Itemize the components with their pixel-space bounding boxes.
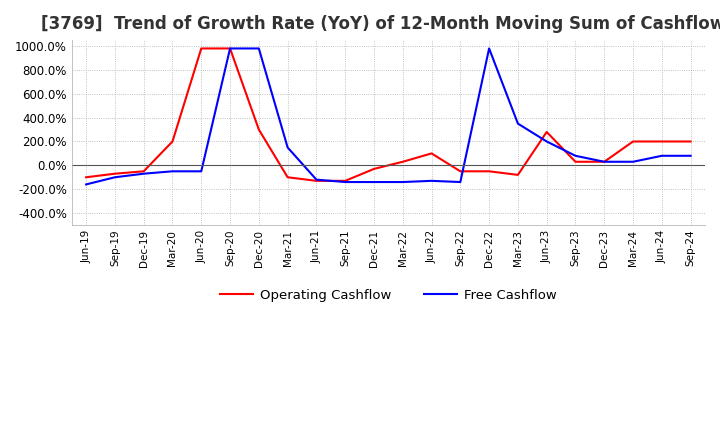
Operating Cashflow xyxy=(686,139,695,144)
Free Cashflow xyxy=(542,139,551,144)
Title: [3769]  Trend of Growth Rate (YoY) of 12-Month Moving Sum of Cashflows: [3769] Trend of Growth Rate (YoY) of 12-… xyxy=(41,15,720,33)
Operating Cashflow xyxy=(427,151,436,156)
Free Cashflow xyxy=(513,121,522,126)
Operating Cashflow xyxy=(571,159,580,165)
Free Cashflow xyxy=(254,46,263,51)
Legend: Operating Cashflow, Free Cashflow: Operating Cashflow, Free Cashflow xyxy=(215,283,562,307)
Free Cashflow xyxy=(369,180,378,185)
Operating Cashflow xyxy=(513,172,522,177)
Free Cashflow xyxy=(398,180,407,185)
Operating Cashflow xyxy=(140,169,148,174)
Free Cashflow xyxy=(600,159,608,165)
Free Cashflow xyxy=(341,180,349,185)
Line: Operating Cashflow: Operating Cashflow xyxy=(86,48,690,181)
Operating Cashflow xyxy=(168,139,177,144)
Operating Cashflow xyxy=(111,171,120,176)
Line: Free Cashflow: Free Cashflow xyxy=(86,48,690,184)
Operating Cashflow xyxy=(312,178,320,183)
Free Cashflow xyxy=(283,145,292,150)
Free Cashflow xyxy=(485,46,493,51)
Operating Cashflow xyxy=(254,127,263,132)
Operating Cashflow xyxy=(657,139,666,144)
Operating Cashflow xyxy=(485,169,493,174)
Operating Cashflow xyxy=(283,175,292,180)
Operating Cashflow xyxy=(226,46,235,51)
Free Cashflow xyxy=(197,169,206,174)
Operating Cashflow xyxy=(542,129,551,135)
Free Cashflow xyxy=(427,178,436,183)
Free Cashflow xyxy=(111,175,120,180)
Free Cashflow xyxy=(686,153,695,158)
Free Cashflow xyxy=(456,180,464,185)
Free Cashflow xyxy=(226,46,235,51)
Operating Cashflow xyxy=(398,159,407,165)
Operating Cashflow xyxy=(600,159,608,165)
Operating Cashflow xyxy=(82,175,91,180)
Free Cashflow xyxy=(140,171,148,176)
Free Cashflow xyxy=(312,177,320,182)
Free Cashflow xyxy=(571,153,580,158)
Free Cashflow xyxy=(168,169,177,174)
Free Cashflow xyxy=(629,159,637,165)
Free Cashflow xyxy=(82,182,91,187)
Operating Cashflow xyxy=(341,178,349,183)
Operating Cashflow xyxy=(369,166,378,172)
Operating Cashflow xyxy=(197,46,206,51)
Operating Cashflow xyxy=(456,169,464,174)
Operating Cashflow xyxy=(629,139,637,144)
Free Cashflow xyxy=(657,153,666,158)
